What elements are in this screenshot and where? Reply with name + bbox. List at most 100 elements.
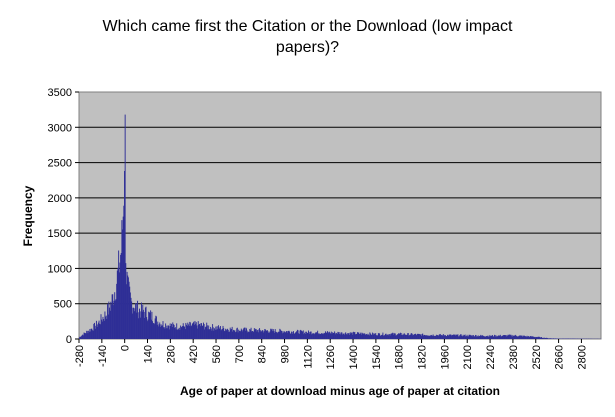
histogram-bar-77 bbox=[129, 286, 131, 339]
x-tick-label-16: 1960 bbox=[439, 345, 451, 369]
histogram-bar-599 bbox=[469, 334, 471, 339]
histogram-bar-122 bbox=[158, 324, 160, 339]
histogram-bar-529 bbox=[424, 334, 426, 339]
histogram-bar-494 bbox=[401, 334, 403, 339]
histogram-bar-263 bbox=[250, 327, 252, 339]
histogram-bar-9 bbox=[84, 333, 86, 339]
histogram-bar-370 bbox=[320, 333, 322, 339]
histogram-bar-308 bbox=[279, 329, 281, 339]
histogram-bar-500 bbox=[405, 334, 407, 339]
histogram-bar-123 bbox=[159, 322, 161, 339]
histogram-bar-207 bbox=[214, 328, 216, 339]
histogram-bar-173 bbox=[191, 323, 193, 339]
histogram-bar-484 bbox=[394, 333, 396, 339]
histogram-bar-165 bbox=[186, 325, 188, 339]
histogram-bar-29 bbox=[97, 322, 99, 339]
histogram-bar-177 bbox=[194, 320, 196, 339]
histogram-bar-638 bbox=[495, 335, 497, 339]
histogram-bar-127 bbox=[161, 325, 163, 339]
histogram-bar-51 bbox=[112, 294, 114, 339]
histogram-bar-214 bbox=[218, 327, 220, 339]
histogram-bar-287 bbox=[266, 330, 268, 339]
histogram-bar-588 bbox=[462, 334, 464, 339]
histogram-bar-131 bbox=[164, 328, 166, 339]
histogram-bar-69 bbox=[124, 170, 125, 339]
histogram-bar-479 bbox=[391, 333, 393, 339]
histogram-bar-238 bbox=[234, 330, 236, 339]
histogram-bar-551 bbox=[438, 334, 440, 339]
histogram-bar-235 bbox=[232, 331, 234, 339]
histogram-bar-429 bbox=[358, 333, 360, 339]
histogram-bar-464 bbox=[381, 334, 383, 339]
histogram-bar-132 bbox=[165, 323, 167, 339]
histogram-bar-299 bbox=[274, 332, 276, 339]
histogram-bar-212 bbox=[217, 329, 219, 339]
histogram-bar-101 bbox=[144, 307, 146, 339]
histogram-bar-710 bbox=[542, 337, 544, 339]
histogram-bar-304 bbox=[277, 333, 279, 339]
histogram-bar-397 bbox=[338, 332, 339, 339]
y-tick-label-4: 2000 bbox=[48, 193, 72, 205]
histogram-bar-196 bbox=[206, 325, 208, 339]
histogram-bar-26 bbox=[95, 320, 97, 339]
histogram-bar-681 bbox=[523, 336, 525, 339]
histogram-bar-248 bbox=[240, 328, 242, 339]
histogram-bar-510 bbox=[411, 333, 413, 339]
histogram-bar-647 bbox=[501, 336, 503, 339]
histogram-bar-344 bbox=[303, 334, 305, 339]
histogram-bar-421 bbox=[353, 332, 355, 339]
histogram-bar-452 bbox=[373, 333, 375, 339]
histogram-bar-486 bbox=[396, 335, 398, 339]
histogram-bar-60 bbox=[118, 250, 120, 339]
histogram-bar-676 bbox=[520, 335, 522, 339]
histogram-bar-197 bbox=[207, 329, 209, 339]
histogram-bar-427 bbox=[357, 332, 359, 339]
histogram-bar-331 bbox=[294, 332, 296, 339]
histogram-bar-673 bbox=[518, 336, 520, 339]
histogram-bar-646 bbox=[500, 336, 502, 339]
histogram-bar-239 bbox=[234, 332, 236, 339]
histogram-bar-721 bbox=[549, 338, 551, 339]
histogram-bar-95 bbox=[140, 302, 142, 339]
histogram-bar-271 bbox=[255, 329, 257, 339]
histogram-bar-420 bbox=[353, 331, 355, 339]
histogram-bar-591 bbox=[464, 334, 466, 339]
histogram-bar-293 bbox=[270, 328, 272, 339]
histogram-bar-192 bbox=[204, 329, 206, 339]
histogram-bar-252 bbox=[243, 327, 245, 339]
histogram-bar-576 bbox=[454, 335, 456, 339]
histogram-bar-487 bbox=[396, 334, 398, 339]
histogram-bar-273 bbox=[257, 329, 259, 339]
histogram-bar-631 bbox=[490, 335, 492, 339]
histogram-bar-209 bbox=[215, 326, 217, 339]
histogram-bar-117 bbox=[155, 315, 157, 339]
histogram-bar-563 bbox=[446, 336, 448, 339]
histogram-bar-313 bbox=[283, 332, 285, 339]
histogram-bar-354 bbox=[309, 331, 311, 339]
histogram-bar-130 bbox=[163, 327, 165, 339]
histogram-bar-206 bbox=[213, 330, 215, 339]
histogram-bar-540 bbox=[431, 335, 433, 339]
histogram-bar-182 bbox=[197, 321, 199, 339]
histogram-bar-5 bbox=[82, 334, 84, 339]
histogram-bar-717 bbox=[546, 337, 548, 339]
histogram-bar-367 bbox=[318, 333, 320, 339]
histogram-bar-134 bbox=[166, 325, 168, 339]
histogram-bar-90 bbox=[137, 318, 139, 339]
histogram-bar-392 bbox=[334, 334, 336, 339]
histogram-bar-433 bbox=[361, 332, 363, 339]
histogram-bar-408 bbox=[345, 332, 347, 339]
histogram-bar-14 bbox=[88, 330, 90, 339]
chart-title-line-2: papers)? bbox=[275, 39, 340, 56]
histogram-bar-469 bbox=[385, 333, 386, 339]
x-tick-label-8: 840 bbox=[257, 345, 269, 363]
histogram-bar-522 bbox=[419, 334, 421, 339]
histogram-bar-269 bbox=[254, 329, 256, 339]
histogram-bar-405 bbox=[343, 333, 345, 339]
histogram-bar-174 bbox=[192, 322, 194, 339]
histogram-bar-467 bbox=[383, 335, 385, 339]
histogram-bar-572 bbox=[452, 335, 454, 339]
histogram-bar-55 bbox=[114, 300, 116, 339]
histogram-bar-99 bbox=[143, 311, 145, 339]
histogram-bar-567 bbox=[448, 334, 450, 339]
